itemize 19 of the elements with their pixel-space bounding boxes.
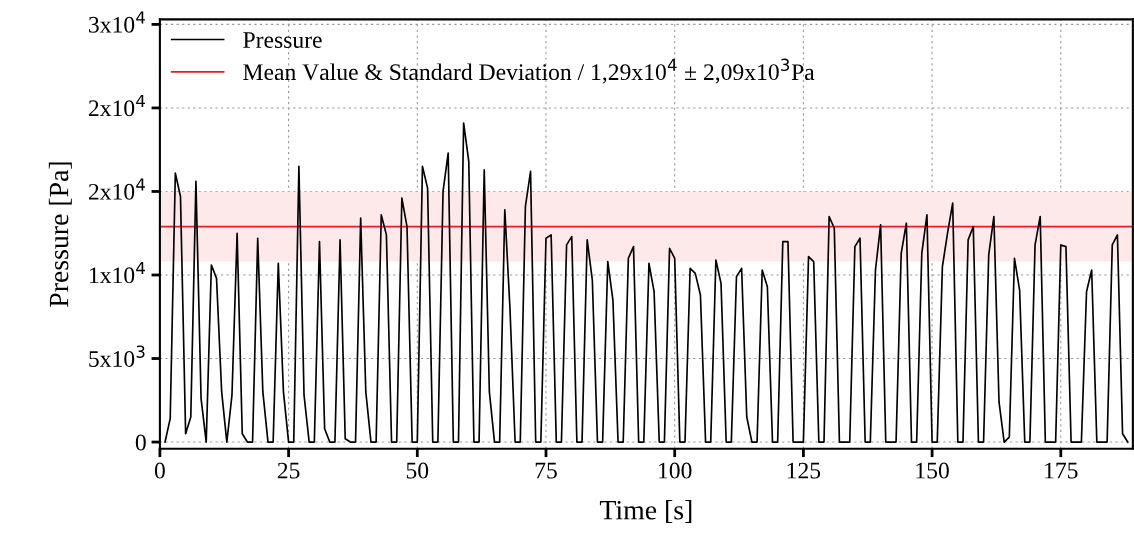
- x-tick-label: 50: [406, 462, 429, 479]
- x-axis-title: Time [s]: [599, 500, 692, 523]
- x-tick-label: 125: [787, 462, 821, 479]
- y-tick-label: 1x10$^{4}$: [89, 261, 145, 284]
- y-tick-label: 3x10$^{4}$: [89, 11, 145, 33]
- x-tick-label: 175: [1045, 462, 1078, 479]
- y-tick-label: 2x10$^{4}$: [88, 178, 145, 200]
- x-tick-label: 25: [277, 462, 300, 479]
- y-tick-label: 0: [135, 434, 146, 451]
- x-tick-label: 100: [659, 462, 692, 479]
- line-series: [164, 122, 1129, 443]
- y-axis-title: Pressure [Pa]: [48, 162, 72, 307]
- x-tick-label: 75: [535, 462, 557, 479]
- x-tick-label: 150: [916, 462, 949, 479]
- legend-label: Pressure: [243, 32, 322, 48]
- legend-label: Mean Value & Standard Deviation / 1,29x10$^{4}$ ± 2,09x10$^{3}$Pa: [243, 58, 815, 84]
- y-tick-label: 5x10$^{3}$: [89, 345, 145, 367]
- y-tick-label: 2x10$^{4}$: [88, 94, 145, 117]
- x-tick-label: 0: [154, 462, 165, 479]
